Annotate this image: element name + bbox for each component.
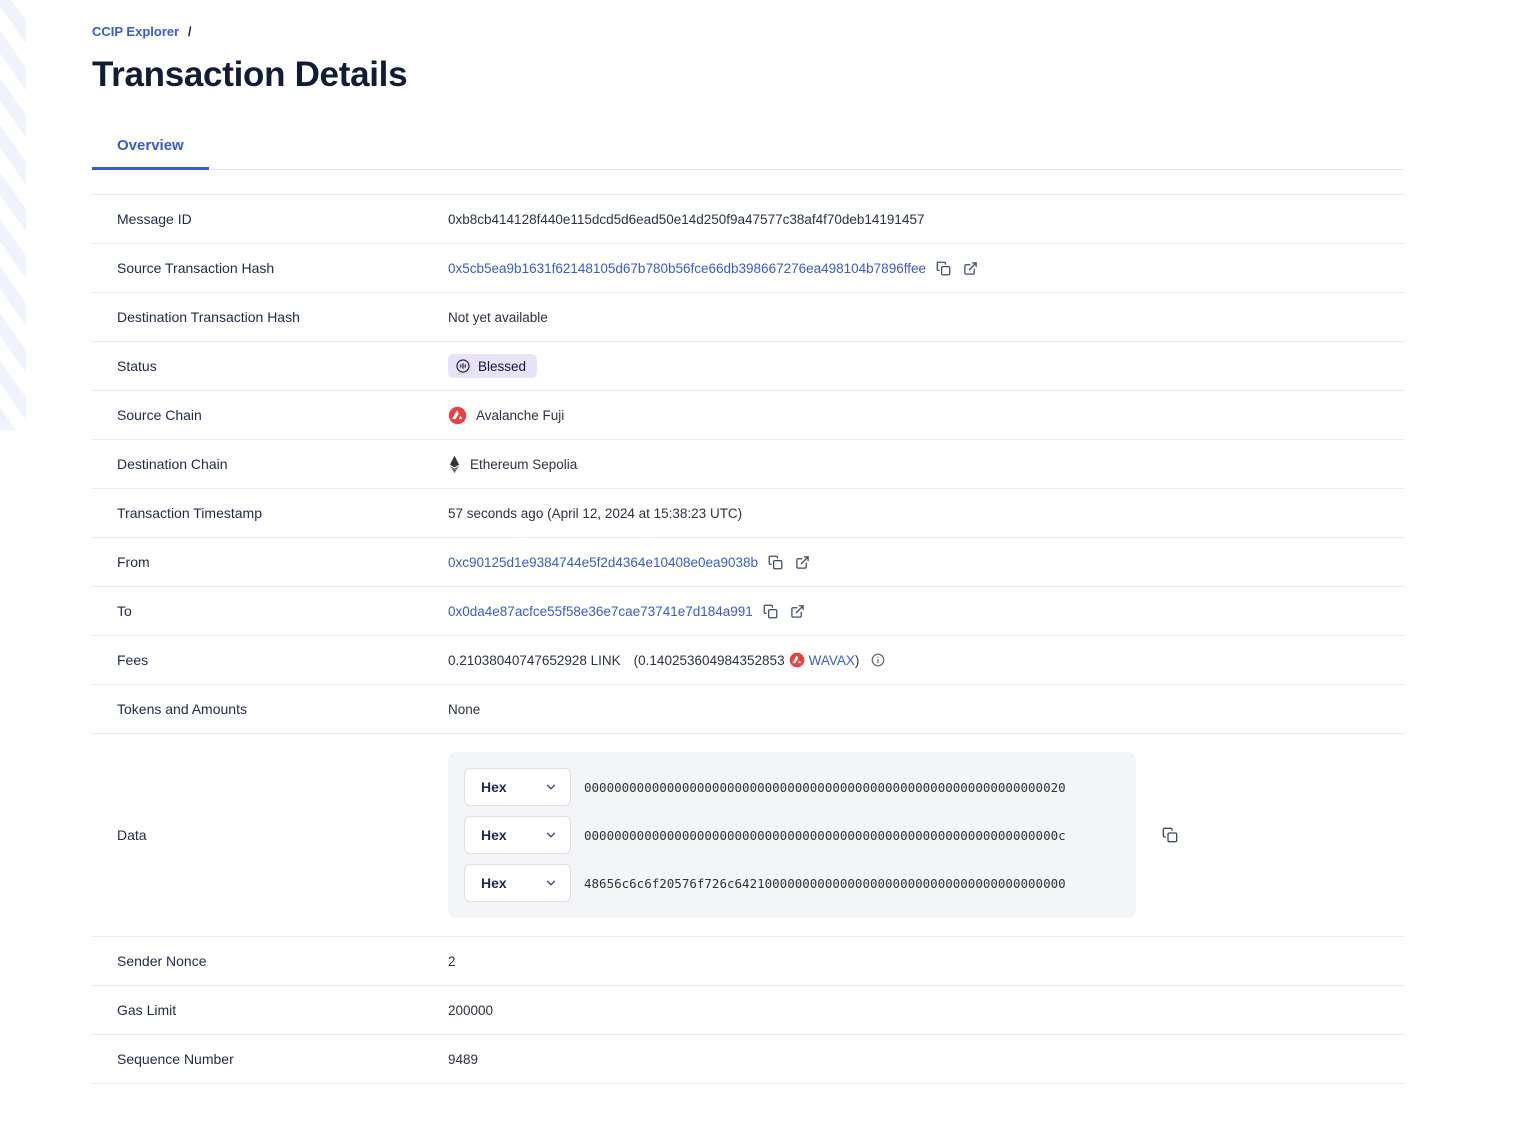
row-data: Data Hex 0000000000000000000000000000000… (92, 734, 1404, 937)
fees-link-amount: 0.21038040747652928 LINK (448, 652, 621, 668)
tokens-and-amounts-value: None (448, 701, 481, 717)
hex-format-select[interactable]: Hex (464, 816, 571, 854)
row-label: Sender Nonce (117, 953, 207, 969)
hex-format-label: Hex (481, 779, 507, 795)
hex-format-select[interactable]: Hex (464, 864, 571, 902)
data-hex-line: 48656c6c6f20576f726c64210000000000000000… (584, 875, 1066, 891)
external-link-icon[interactable] (788, 602, 807, 621)
copy-icon[interactable] (1160, 825, 1180, 845)
chevron-down-icon (546, 832, 556, 838)
breadcrumb-ccip-explorer-link[interactable]: CCIP Explorer (92, 24, 180, 39)
row-label: To (117, 603, 132, 619)
external-link-icon[interactable] (961, 259, 980, 278)
row-message-id: Message ID 0xb8cb414128f440e115dcd5d6ead… (92, 195, 1404, 244)
row-label: Message ID (117, 211, 192, 227)
row-label: Data (117, 827, 147, 843)
data-line: Hex 000000000000000000000000000000000000… (464, 816, 1120, 854)
row-label: Status (117, 358, 157, 374)
background-decoration (0, 0, 26, 430)
row-from: From 0xc90125d1e9384744e5f2d4364e10408e0… (92, 538, 1404, 587)
data-line: Hex 000000000000000000000000000000000000… (464, 768, 1120, 806)
page-title: Transaction Details (92, 55, 408, 94)
row-source-transaction-hash: Source Transaction Hash 0x5cb5ea9b1631f6… (92, 244, 1404, 293)
status-badge: Blessed (448, 354, 538, 378)
transaction-details-page: CCIP Explorer / Transaction Details Over… (92, 0, 1404, 1084)
wavax-token-link[interactable]: WAVAX (808, 652, 855, 668)
sender-nonce-value: 2 (448, 953, 456, 969)
hex-format-label: Hex (481, 875, 507, 891)
row-label: Transaction Timestamp (117, 505, 262, 521)
from-address-link[interactable]: 0xc90125d1e9384744e5f2d4364e10408e0ea903… (448, 554, 759, 570)
status-text: Blessed (478, 358, 527, 374)
hex-format-select[interactable]: Hex (464, 768, 571, 806)
row-label: Source Chain (117, 407, 202, 423)
row-fees: Fees 0.21038040747652928 LINK (0.1402536… (92, 636, 1404, 685)
data-box: Hex 000000000000000000000000000000000000… (448, 752, 1136, 918)
copy-icon[interactable] (761, 602, 780, 621)
data-line: Hex 48656c6c6f20576f726c6421000000000000… (464, 864, 1120, 902)
copy-icon[interactable] (766, 553, 785, 572)
ethereum-sepolia-icon (448, 455, 461, 474)
source-transaction-hash-link[interactable]: 0x5cb5ea9b1631f62148105d67b780b56fce66db… (448, 260, 926, 276)
row-destination-chain: Destination Chain Ethereum Sepolia (92, 440, 1404, 489)
row-label: Fees (117, 652, 149, 668)
breadcrumb: CCIP Explorer / (92, 24, 1404, 39)
row-label: Sequence Number (117, 1051, 234, 1067)
avalanche-fuji-icon (448, 406, 467, 425)
row-label: Destination Transaction Hash (117, 309, 300, 325)
breadcrumb-separator: / (187, 24, 192, 39)
row-label: Tokens and Amounts (117, 701, 247, 717)
wavax-token-icon (789, 652, 805, 668)
destination-chain-name: Ethereum Sepolia (470, 456, 578, 472)
gas-limit-value: 200000 (448, 1002, 494, 1018)
transaction-timestamp-value: 57 seconds ago (April 12, 2024 at 15:38:… (448, 505, 743, 521)
destination-transaction-hash-value: Not yet available (448, 309, 548, 325)
copy-icon[interactable] (934, 259, 953, 278)
data-hex-line: 0000000000000000000000000000000000000000… (584, 779, 1066, 795)
row-to: To 0x0da4e87acfce55f58e36e7cae73741e7d18… (92, 587, 1404, 636)
tab-bar: Overview (92, 137, 1404, 170)
chevron-down-icon (546, 880, 556, 886)
chevron-down-icon (546, 784, 556, 790)
sequence-number-value: 9489 (448, 1051, 479, 1067)
row-sequence-number: Sequence Number 9489 (92, 1035, 1404, 1084)
row-tokens-and-amounts: Tokens and Amounts None (92, 685, 1404, 734)
external-link-icon[interactable] (793, 553, 812, 572)
blessed-status-icon (455, 358, 471, 374)
row-status: Status Blessed (92, 342, 1404, 391)
message-id-value: 0xb8cb414128f440e115dcd5d6ead50e14d250f9… (448, 211, 925, 227)
row-gas-limit: Gas Limit 200000 (92, 986, 1404, 1035)
row-source-chain: Source Chain Avalanche Fuji (92, 391, 1404, 440)
hex-format-label: Hex (481, 827, 507, 843)
details-table: Message ID 0xb8cb414128f440e115dcd5d6ead… (92, 194, 1404, 1084)
row-destination-transaction-hash: Destination Transaction Hash Not yet ava… (92, 293, 1404, 342)
data-hex-line: 0000000000000000000000000000000000000000… (584, 827, 1066, 843)
row-label: From (117, 554, 150, 570)
fees-native-amount: (0.140253604984352853 (633, 652, 785, 668)
row-label: Destination Chain (117, 456, 228, 472)
info-icon[interactable] (871, 653, 885, 667)
row-transaction-timestamp: Transaction Timestamp 57 seconds ago (Ap… (92, 489, 1404, 538)
source-chain-name: Avalanche Fuji (476, 407, 565, 423)
row-label: Gas Limit (117, 1002, 177, 1018)
row-label: Source Transaction Hash (117, 260, 275, 276)
to-address-link[interactable]: 0x0da4e87acfce55f58e36e7cae73741e7d184a9… (448, 603, 753, 619)
fees-paren-close: ) (854, 652, 860, 668)
tab-overview[interactable]: Overview (92, 137, 209, 170)
row-sender-nonce: Sender Nonce 2 (92, 937, 1404, 986)
